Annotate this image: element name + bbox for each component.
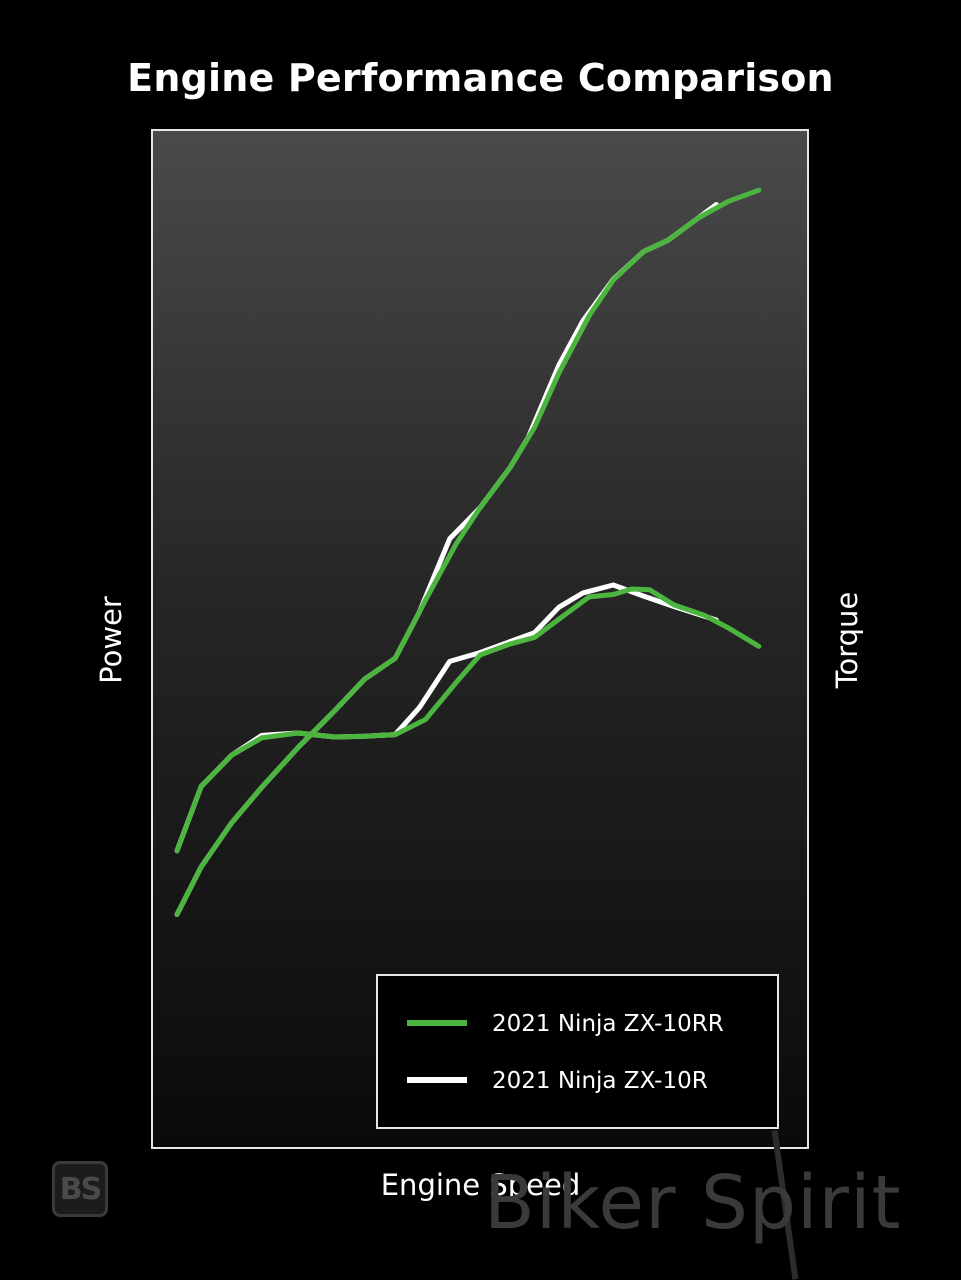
y-axis-label-power: Power bbox=[94, 596, 128, 684]
series-layer bbox=[174, 187, 762, 917]
series-line-2021-ninja-zx-10rr-torque bbox=[174, 586, 762, 854]
legend-box bbox=[376, 974, 779, 1129]
legend-label: 2021 Ninja ZX-10R bbox=[492, 1068, 708, 1094]
x-axis-label: Engine Speed bbox=[380, 1168, 581, 1202]
y-axis-label-torque: Torque bbox=[830, 591, 864, 689]
legend: 2021 Ninja ZX-10RR 2021 Ninja ZX-10R bbox=[376, 974, 779, 1129]
brand-watermark: Biker Spirit bbox=[484, 1160, 902, 1246]
series-line-2021-ninja-zx-10rr-power bbox=[174, 187, 762, 917]
legend-label: 2021 Ninja ZX-10RR bbox=[492, 1011, 724, 1037]
chart-title: Engine Performance Comparison bbox=[127, 56, 834, 100]
brand-logo: BS bbox=[52, 1161, 108, 1217]
